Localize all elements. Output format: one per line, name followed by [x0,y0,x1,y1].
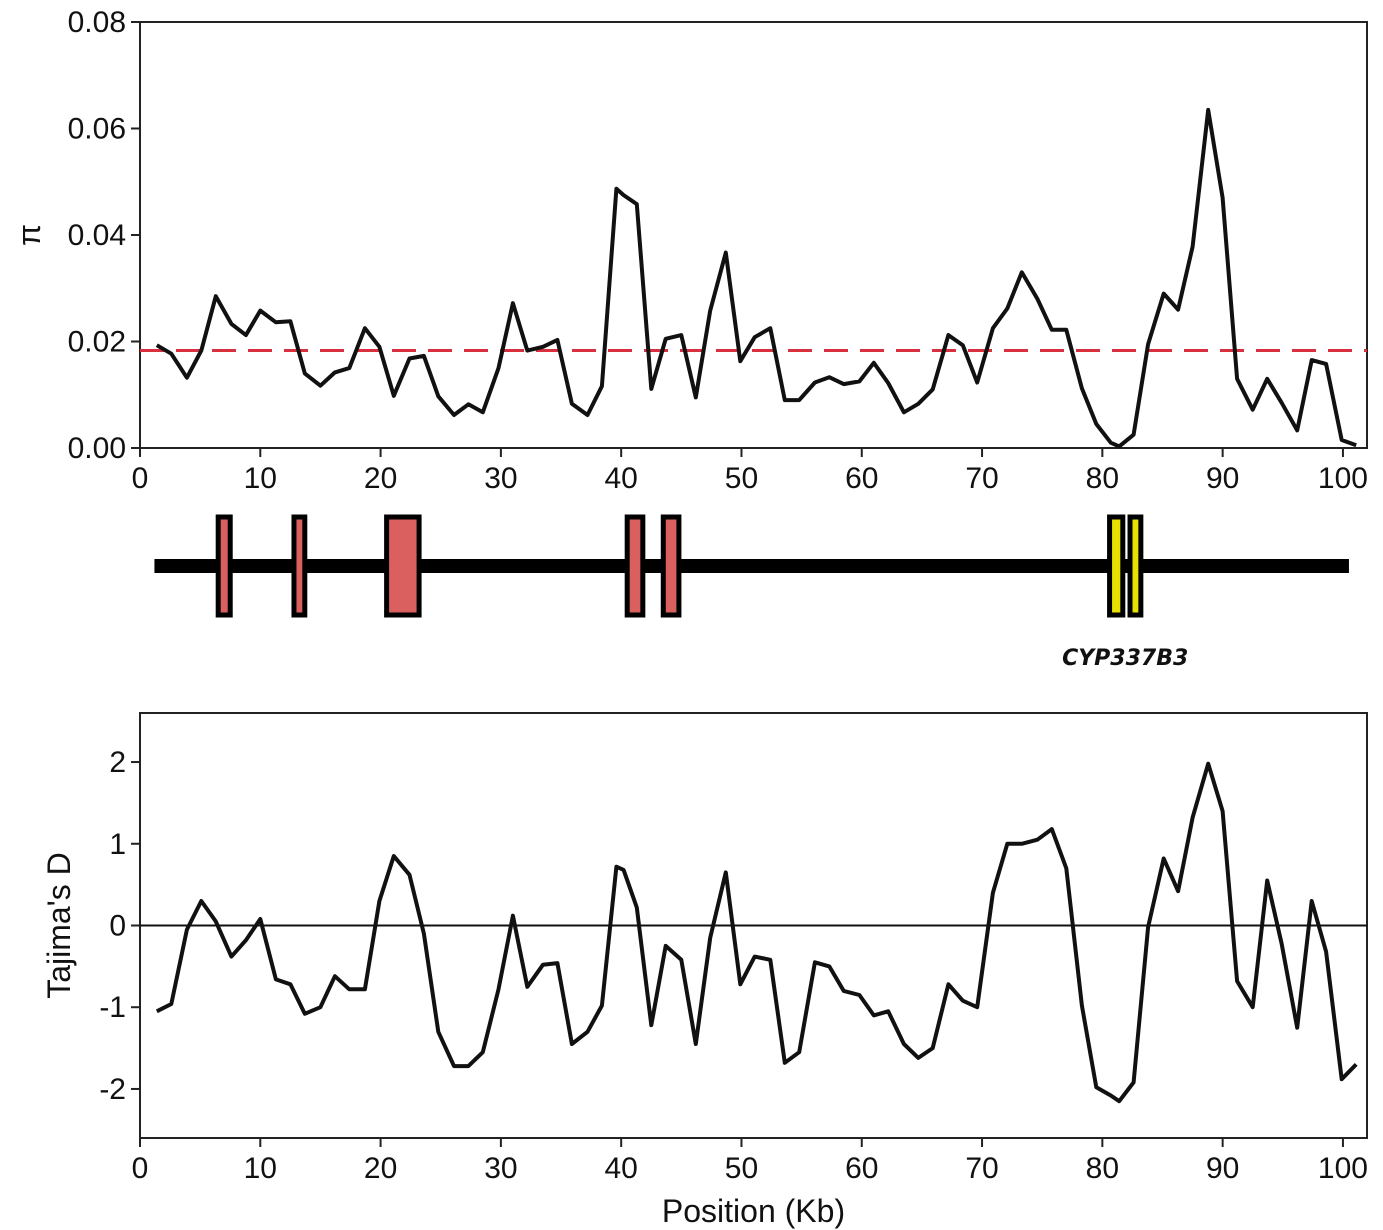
pi-x-tick-label: 100 [1318,462,1368,495]
tajima-x-tick-label: 50 [725,1152,758,1185]
pi-x-tick-label: 40 [604,462,637,495]
cyp337b3-label: CYP337B3 [1062,646,1188,671]
pi-x-ticks: 0 10 20 30 40 50 60 70 80 90 100 [132,448,1368,495]
pi-x-tick-label: 50 [725,462,758,495]
tajima-x-axis-label: Position (Kb) [662,1193,845,1229]
gene-model: CYP337B3 [154,514,1349,671]
tajima-y-tick-label: -2 [99,1073,126,1106]
tajima-x-tick-label: 30 [484,1152,517,1185]
pi-y-tick-label: 0.04 [68,219,126,252]
tajima-x-ticks: 0 10 20 30 40 50 60 70 80 90 100 [132,1138,1368,1185]
tajima-y-axis-label: Tajima's D [41,852,77,999]
pi-y-tick-label: 0.08 [68,6,126,39]
tajima-panel: 0 10 20 30 40 50 60 70 80 90 100 -2 -1 0 1 2 Tajima's … [41,712,1368,1229]
pi-x-tick-label: 0 [132,462,149,495]
pi-x-tick-label: 60 [845,462,878,495]
pi-y-ticks: 0.00 0.02 0.04 0.06 0.08 [68,6,140,465]
tajima-x-tick-label: 90 [1206,1152,1239,1185]
pi-x-tick-label: 10 [244,462,277,495]
tajima-x-tick-label: 60 [845,1152,878,1185]
exon [291,514,308,618]
tajima-x-tick-label: 10 [244,1152,277,1185]
pi-x-tick-label: 80 [1086,462,1119,495]
pi-x-tick-label: 90 [1206,462,1239,495]
tajima-y-tick-label: 0 [109,910,126,943]
tajima-x-tick-label: 100 [1318,1152,1368,1185]
exon [215,514,233,618]
cyp337b3-exon [1127,514,1144,618]
pi-x-tick-label: 30 [484,462,517,495]
tajima-y-tick-label: -1 [99,991,126,1024]
exons [215,514,1144,618]
tajima-y-tick-label: 2 [109,746,126,779]
tajima-x-tick-label: 0 [132,1152,149,1185]
cyp337b3-exon [1107,514,1126,618]
pi-y-tick-label: 0.00 [68,432,126,465]
pi-x-tick-label: 70 [965,462,998,495]
exon [624,514,646,618]
tajima-series-line [155,761,1358,1104]
pi-x-tick-label: 20 [364,462,397,495]
pi-y-tick-label: 0.02 [68,326,126,359]
tajima-x-tick-label: 70 [965,1152,998,1185]
exon [660,514,682,618]
tajima-y-ticks: -2 -1 0 1 2 [99,746,140,1106]
tajima-x-tick-label: 40 [604,1152,637,1185]
pi-panel: 0 10 20 30 40 50 60 70 80 90 100 0.000.020.040.060… [11,6,1368,495]
pi-y-tick-label: 0.06 [68,113,126,146]
pi-y-axis-label: π [11,224,47,246]
tajima-x-tick-label: 80 [1086,1152,1119,1185]
tajima-y-tick-label: 1 [109,828,126,861]
pi-series-line [155,107,1357,449]
tajima-x-tick-label: 20 [364,1152,397,1185]
exon [384,514,422,618]
